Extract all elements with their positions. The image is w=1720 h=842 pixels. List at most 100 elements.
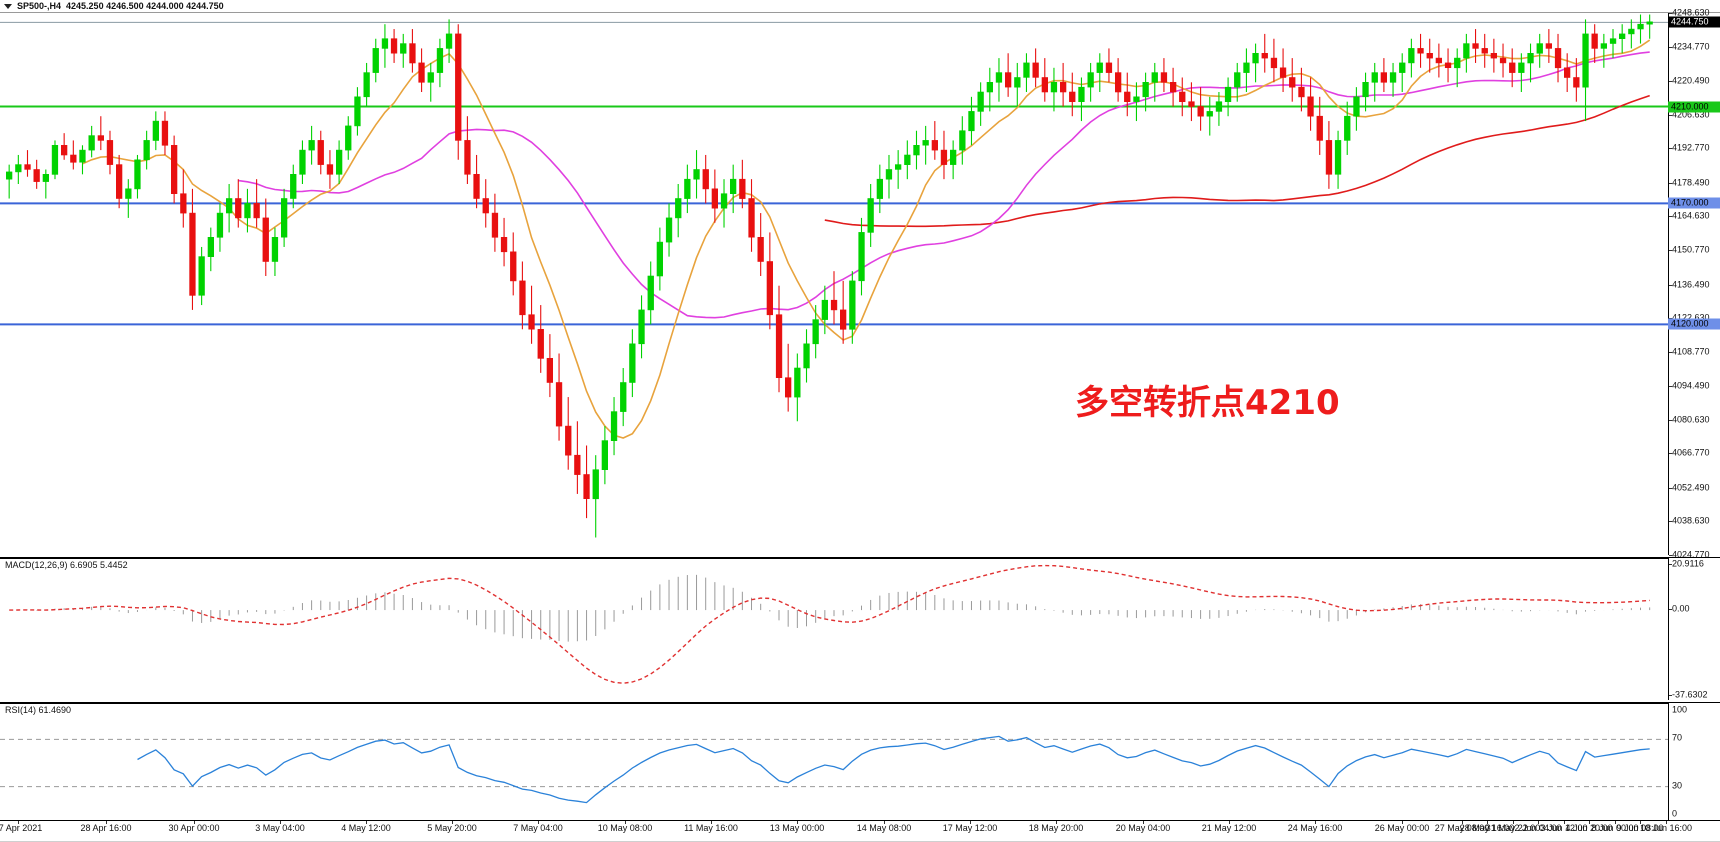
price-tick-mark [1669, 318, 1672, 320]
level-tag-4210[interactable]: 4210.000 [1668, 101, 1720, 113]
time-axis-label: 7 May 04:00 [513, 823, 563, 833]
time-tick-mark [194, 821, 195, 824]
time-tick-mark [1513, 821, 1514, 824]
rsi-tick: 30 [1672, 780, 1683, 791]
macd-label: MACD(12,26,9) 6.6905 5.4452 [5, 560, 128, 570]
price-tick: 4122.630 [1672, 312, 1710, 323]
price-tick-mark [1669, 555, 1672, 556]
macd-plot-area[interactable] [0, 558, 1668, 700]
time-axis-label: 9 Jun 08:00 [1616, 823, 1664, 833]
price-tick: 4178.490 [1672, 177, 1710, 188]
time-tick-mark [1143, 821, 1144, 824]
level-tag-4170[interactable]: 4170.000 [1668, 197, 1720, 209]
price-tick-mark [1669, 521, 1672, 523]
triangle-down-icon[interactable] [4, 4, 12, 9]
price-panel[interactable]: 4248.630 4244.750 4234.770 4220.490 4210.000… [0, 8, 1720, 559]
price-tick-mark [1669, 487, 1672, 489]
time-axis-label: 14 May 08:00 [856, 823, 912, 833]
time-tick-mark [452, 821, 453, 824]
price-tick-mark [1669, 216, 1672, 218]
last-price-tag[interactable]: 4244.750 [1668, 16, 1720, 28]
time-tick-mark [1462, 821, 1463, 824]
price-tick-mark [1669, 249, 1672, 251]
price-tick-mark [1669, 13, 1672, 14]
price-tick: 4024.770 [1672, 549, 1710, 560]
time-axis-label: 4 May 12:00 [341, 823, 391, 833]
chart-header: SP500-,H4 4245.250 4246.500 4244.000 424… [0, 0, 1720, 13]
time-axis-label: 27 May 08:00 [1434, 823, 1490, 833]
price-tick: 4220.490 [1672, 75, 1710, 86]
time-axis-label: 24 May 16:00 [1287, 823, 1343, 833]
price-tick-mark [1669, 386, 1672, 388]
price-tick: 4206.630 [1672, 109, 1710, 120]
time-axis-label: 8 Jun 00:00 [1591, 823, 1639, 833]
time-axis-label: 3 May 04:00 [255, 823, 305, 833]
chart-annotation-text: 多空转折点4210 [1075, 383, 1340, 423]
price-candles-svg [0, 14, 1668, 538]
time-axis-label: 27 Apr 2021 [0, 823, 43, 833]
price-tick: 4066.770 [1672, 447, 1710, 458]
price-tick-mark [1669, 148, 1672, 150]
time-axis-label: 10 Jun 16:00 [1639, 823, 1693, 833]
symbol-label: SP500-,H4 [17, 1, 62, 11]
macd-tick-mark [1669, 564, 1672, 565]
time-tick-mark [1056, 821, 1057, 824]
time-tick-mark [1564, 821, 1565, 824]
macd-tick: 0.00 [1672, 603, 1690, 614]
macd-tick-mark [1669, 609, 1672, 611]
time-axis-label: 13 May 00:00 [769, 823, 825, 833]
time-tick-mark [797, 821, 798, 824]
time-tick-mark [1589, 821, 1590, 824]
time-axis-label: 28 Apr 16:00 [80, 823, 132, 833]
time-tick-mark [280, 821, 281, 824]
price-tick-mark [1669, 46, 1672, 48]
price-tick: 4052.490 [1672, 482, 1710, 493]
time-axis-label: 31 May 22:00 [1485, 823, 1541, 833]
macd-tick: 20.9116 [1672, 558, 1704, 569]
level-tag-4120[interactable]: 4120.000 [1668, 318, 1720, 330]
rsi-plot-area[interactable] [0, 703, 1668, 820]
time-tick-mark [1615, 821, 1616, 824]
price-tick-mark [1669, 453, 1672, 455]
ohlc-values: 4245.250 4246.500 4244.000 4244.750 [66, 1, 224, 11]
time-axis[interactable]: 27 Apr 2021 28 Apr 16:00 30 Apr 00:00 3 May… [0, 820, 1720, 842]
macd-axis: 20.9116 0.00 -37.6302 [1668, 558, 1720, 700]
time-tick-mark [1640, 821, 1641, 824]
macd-tick: -37.6302 [1672, 689, 1708, 700]
time-tick-mark [970, 821, 971, 824]
price-tick: 4136.490 [1672, 279, 1710, 289]
rsi-panel[interactable]: RSI(14) 61.4690 100 70 30 0 [0, 702, 1720, 820]
rsi-axis: 100 70 30 0 [1668, 703, 1720, 820]
price-tick: 4192.770 [1672, 142, 1710, 153]
price-tick: 4038.630 [1672, 515, 1710, 526]
price-tick: 4248.630 [1672, 7, 1710, 18]
time-axis-label: 10 May 08:00 [597, 823, 653, 833]
price-tick: 4108.770 [1672, 346, 1710, 357]
price-tick: 4234.770 [1672, 41, 1710, 52]
time-axis-label: 26 May 00:00 [1374, 823, 1430, 833]
price-tick-mark [1669, 114, 1672, 116]
rsi-tick: 70 [1672, 732, 1683, 743]
time-tick-mark [366, 821, 367, 824]
price-tick: 4080.630 [1672, 414, 1710, 425]
price-plot-area[interactable] [0, 13, 1668, 555]
time-tick-mark [18, 821, 19, 824]
time-axis-label: 2 Jun 04:00 [1514, 823, 1562, 833]
time-axis-label: 5 May 20:00 [427, 823, 477, 833]
price-tick-mark [1669, 81, 1672, 83]
time-axis-label: 20 May 04:00 [1115, 823, 1171, 833]
time-axis-label: 11 May 16:00 [684, 823, 738, 833]
time-tick-mark [1538, 821, 1539, 824]
macd-panel[interactable]: MACD(12,26,9) 6.6905 5.4452 20.9116 0.00 -… [0, 557, 1720, 700]
time-tick-mark [106, 821, 107, 824]
price-tick-mark [1669, 351, 1672, 353]
time-axis-label: 17 May 12:00 [942, 823, 998, 833]
time-axis-label: 30 Apr 00:00 [168, 823, 220, 833]
time-tick-mark [884, 821, 885, 824]
price-axis[interactable]: 4248.630 4244.750 4234.770 4220.490 4210.000… [1668, 8, 1720, 559]
time-axis-label: 3 Jun 12:00 [1540, 823, 1588, 833]
time-tick-mark [1315, 821, 1316, 824]
macd-svg [9, 564, 1651, 684]
time-axis-label: 28 May 16:00 [1459, 823, 1515, 833]
